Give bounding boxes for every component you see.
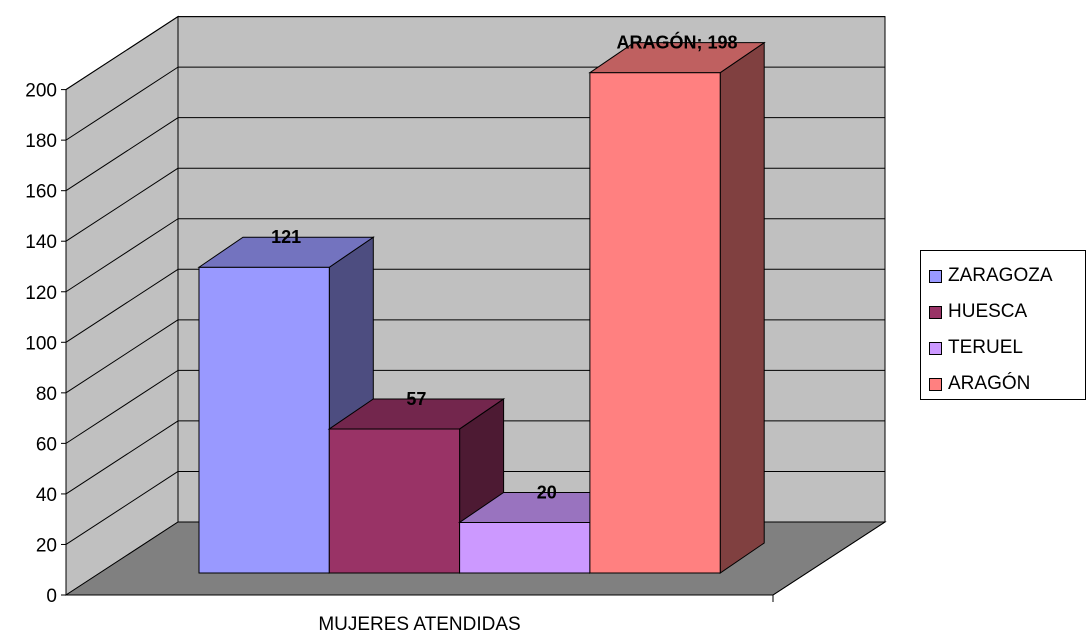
bar-front <box>329 429 459 573</box>
bar-front <box>199 267 329 573</box>
legend-swatch-aragon <box>929 378 942 391</box>
bar-side <box>720 43 764 573</box>
y-tick-label: 100 <box>25 333 57 354</box>
data-label-zaragoza: 121 <box>271 227 301 247</box>
y-tick-label: 60 <box>36 434 57 455</box>
y-tick-label: 140 <box>25 232 57 253</box>
x-category-label: MUJERES ATENDIDAS <box>318 614 520 630</box>
legend-label-aragon: ARAGÓN <box>948 373 1030 395</box>
legend-item-huesca: HUESCA <box>929 301 1027 323</box>
legend: ZARAGOZA HUESCA TERUEL ARAGÓN <box>920 250 1086 400</box>
y-tick-label: 0 <box>46 586 57 607</box>
legend-item-teruel: TERUEL <box>929 337 1023 359</box>
data-label-huesca: 57 <box>406 389 426 409</box>
y-tick-label: 80 <box>36 384 57 405</box>
y-tick-label: 120 <box>25 283 57 304</box>
legend-swatch-huesca <box>929 306 942 319</box>
data-label-teruel: 20 <box>537 482 557 502</box>
legend-item-zaragoza: ZARAGOZA <box>929 265 1053 287</box>
y-tick-label: 200 <box>25 81 57 102</box>
y-tick-label: 180 <box>25 131 57 152</box>
legend-label-huesca: HUESCA <box>948 301 1027 323</box>
bar-aragón <box>590 43 764 573</box>
legend-label-teruel: TERUEL <box>948 337 1023 359</box>
y-tick-label: 40 <box>36 485 57 506</box>
y-tick-label: 20 <box>36 535 57 556</box>
bar-front <box>590 73 720 573</box>
bar-front <box>460 522 590 573</box>
legend-swatch-teruel <box>929 342 942 355</box>
legend-label-zaragoza: ZARAGOZA <box>948 265 1053 287</box>
legend-item-aragon: ARAGÓN <box>929 373 1030 395</box>
legend-swatch-zaragoza <box>929 270 942 283</box>
y-tick-label: 160 <box>25 182 57 203</box>
data-label-aragón: ARAGÓN; 198 <box>617 32 738 53</box>
